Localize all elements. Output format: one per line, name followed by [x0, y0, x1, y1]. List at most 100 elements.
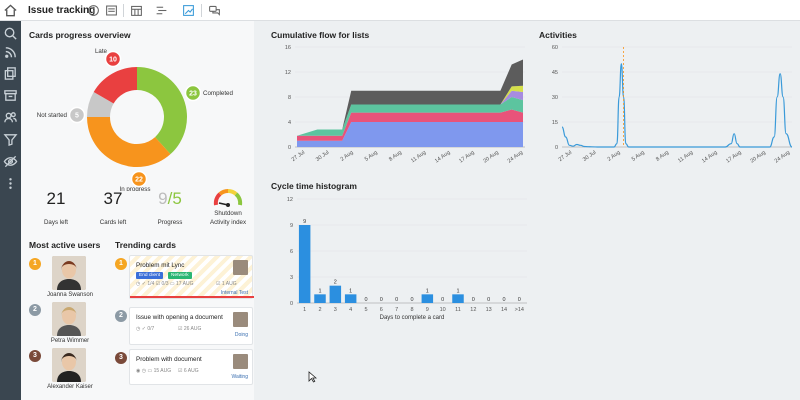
y-tick-label: 3 — [290, 275, 293, 281]
y-tick-label: 0 — [555, 145, 558, 151]
card-state: Doing — [234, 332, 248, 338]
x-tick-label: 14 Aug — [434, 150, 451, 165]
x-tick-label: 20 Aug — [749, 150, 766, 165]
bar-value-label: 0 — [472, 297, 475, 303]
timeline-icon[interactable] — [155, 4, 168, 17]
rss-feed-icon[interactable] — [3, 45, 18, 60]
user-name: Alexander Kaiser — [47, 384, 93, 390]
donut-badge — [104, 50, 122, 68]
bar-value-label: 9 — [303, 219, 306, 225]
card-title: Problem with document — [136, 356, 202, 363]
filter-icon[interactable] — [3, 132, 18, 147]
y-tick-label: 6 — [290, 249, 293, 255]
activity-shutdown-label: Shutdown — [214, 210, 242, 217]
bar-value-label: 0 — [487, 297, 490, 303]
y-tick-label: 12 — [285, 70, 291, 76]
user-rank-badge: 2 — [29, 304, 41, 316]
calendar-icon[interactable] — [130, 4, 143, 17]
trending-card[interactable]: Problem with document ◉ ◷ ▭ 15 AUG ☑ 6 A… — [129, 349, 253, 385]
donut-slice-completed[interactable] — [137, 67, 187, 155]
card-meta: ◉ ◷ ▭ 15 AUG — [136, 368, 172, 374]
card-assignee-avatar — [233, 354, 248, 369]
analytics-icon[interactable] — [182, 4, 195, 17]
histogram-bar[interactable] — [314, 294, 326, 303]
active-user-row[interactable]: 3 Alexander Kaiser — [21, 348, 111, 394]
donut-slice-late[interactable] — [93, 67, 137, 104]
x-tick-label: 11 — [455, 307, 461, 313]
user-name: Petra Wimmer — [50, 338, 90, 344]
progress-label: Progress — [157, 219, 183, 226]
cards-left-value: 37 — [103, 189, 123, 208]
cfd-area-series-3[interactable] — [297, 97, 523, 136]
trending-card[interactable]: Problem mit Lync End client Network ◷ ✓ 1/… — [129, 255, 254, 299]
active-user-row[interactable]: 2 Petra Wimmer — [21, 302, 111, 348]
search-icon[interactable] — [3, 26, 18, 41]
x-tick-label: 11 Aug — [677, 150, 694, 165]
y-tick-label: 4 — [288, 120, 291, 126]
bar-value-label: 1 — [456, 288, 459, 294]
user-avatar[interactable] — [52, 348, 86, 382]
activities-chart: 0 15 30 45 60 27 Jul 30 Jul 2 Aug 5 Aug 8 Aug 11 A… — [552, 45, 793, 165]
progress-total: 5 — [172, 189, 182, 208]
y-tick-label: 45 — [552, 70, 558, 76]
cumulative-flow-chart: 0 4 8 12 16 27 Jul 30 Jul 2 Aug 5 Aug 8 Aug 11 Aug… — [285, 45, 525, 165]
histogram-bar[interactable] — [329, 285, 342, 303]
user-rank-badge: 1 — [29, 258, 41, 270]
cards-left-label: Cards left — [99, 219, 127, 226]
users-icon[interactable] — [3, 110, 18, 125]
info-icon[interactable] — [87, 4, 100, 17]
trending-card[interactable]: Issue with opening a document ◷ ✓ 0/7 ☑ … — [129, 307, 253, 345]
x-tick-label: 17 Aug — [725, 150, 742, 165]
copy-icon[interactable] — [3, 66, 18, 81]
more-vertical-icon[interactable] — [3, 176, 18, 191]
histogram-bar[interactable] — [421, 294, 434, 303]
donut-badge — [184, 84, 202, 102]
donut-label: Late — [95, 48, 108, 55]
archive-icon[interactable] — [3, 88, 18, 103]
x-tick-label: 2 — [318, 307, 321, 313]
cfd-area-series-1[interactable] — [297, 122, 523, 147]
bar-value-label: 0 — [518, 297, 521, 303]
x-tick-label: 30 Jul — [315, 150, 330, 163]
donut-slice-in-progress[interactable] — [87, 117, 171, 167]
donut-slice-not-started[interactable] — [87, 92, 114, 117]
y-tick-label: 15 — [552, 120, 558, 126]
x-tick-label: 27 Jul — [558, 150, 573, 163]
x-tick-label: 8 Aug — [388, 150, 403, 163]
card-tag: End client — [136, 272, 164, 279]
histogram-bar[interactable] — [344, 294, 357, 303]
card-late-bar — [130, 296, 254, 298]
activity-gauge-icon — [213, 188, 243, 207]
trending-title: Trending cards — [115, 240, 176, 250]
activities-line[interactable] — [561, 63, 793, 148]
days-left-label: Days left — [43, 219, 69, 226]
bar-value-label: 0 — [395, 297, 398, 303]
cumulative-flow-title: Cumulative flow for lists — [271, 30, 370, 40]
donut-badge-value: 5 — [75, 113, 79, 120]
activities-title: Activities — [539, 30, 577, 40]
user-avatar[interactable] — [52, 302, 86, 336]
donut-badge-value: 22 — [135, 177, 143, 184]
comments-icon[interactable] — [208, 4, 221, 17]
x-tick-label: 13 — [486, 307, 492, 313]
y-tick-label: 0 — [290, 301, 293, 307]
board-view-icon[interactable] — [105, 4, 118, 17]
x-tick-label: 5 — [364, 307, 367, 313]
toolbar-divider — [201, 4, 202, 17]
user-avatar[interactable] — [52, 256, 86, 290]
card-due-date: ☑ 6 AUG — [178, 368, 199, 374]
bar-value-label: 0 — [410, 297, 413, 303]
x-tick-label: 5 Aug — [631, 150, 646, 163]
cfd-area-series-2[interactable] — [297, 109, 523, 141]
histogram-bar[interactable] — [452, 294, 464, 303]
histogram-bar[interactable] — [298, 225, 311, 303]
card-rank-badge: 2 — [115, 310, 127, 322]
active-user-row[interactable]: 1 Joanna Swanson — [21, 256, 111, 302]
cfd-area-series-6[interactable] — [297, 59, 523, 136]
home-icon[interactable] — [3, 3, 18, 18]
visibility-off-icon[interactable] — [3, 154, 18, 169]
card-assignee-avatar — [233, 260, 248, 275]
x-tick-label: 14 — [501, 307, 507, 313]
user-rank-badge: 3 — [29, 350, 41, 362]
card-state: Waiting — [231, 374, 249, 380]
